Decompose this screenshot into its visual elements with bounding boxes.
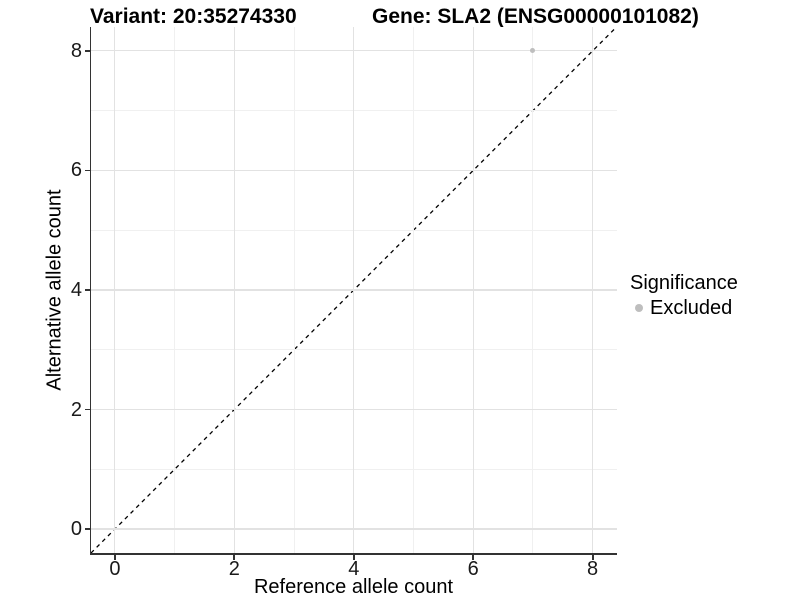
- legend: Significance Excluded: [630, 272, 738, 319]
- x-tick-label: 8: [587, 558, 599, 580]
- x-tick-mark: [591, 554, 594, 560]
- y-tick-mark: [84, 169, 90, 172]
- excluded-point-icon: [635, 304, 643, 312]
- x-tick-mark: [233, 554, 236, 560]
- y-major-gridline: [91, 50, 617, 52]
- y-major-gridline: [91, 528, 617, 530]
- y-major-gridline: [91, 289, 617, 291]
- y-major-gridline: [91, 408, 617, 411]
- x-tick-label: 6: [467, 558, 479, 580]
- gene-title: Gene: SLA2 (ENSG00000101082): [372, 5, 699, 28]
- y-tick-mark: [84, 408, 90, 411]
- y-tick-mark: [84, 528, 90, 530]
- x-axis-line: [89, 553, 617, 555]
- y-tick-mark: [84, 289, 90, 291]
- y-tick-label: 2: [70, 398, 82, 421]
- x-tick-mark: [472, 554, 475, 560]
- legend-item-excluded: Excluded: [630, 297, 738, 319]
- y-tick-mark: [84, 50, 90, 52]
- legend-title: Significance: [630, 272, 738, 294]
- x-tick-mark: [113, 554, 116, 560]
- x-tick-label: 2: [228, 558, 240, 580]
- x-axis-title: Reference allele count: [253, 576, 453, 598]
- plot-panel: [91, 27, 617, 553]
- y-axis-line: [89, 27, 92, 555]
- variant-title: Variant: 20:35274330: [90, 5, 297, 28]
- y-tick-label: 6: [70, 159, 82, 182]
- x-tick-label: 0: [109, 558, 121, 580]
- y-tick-label: 4: [70, 279, 82, 301]
- y-tick-label: 8: [70, 39, 82, 62]
- data-point: [530, 48, 536, 54]
- x-tick-label: 4: [348, 558, 360, 580]
- x-tick-mark: [352, 554, 355, 560]
- y-tick-label: 0: [70, 518, 82, 541]
- legend-item-label: Excluded: [650, 297, 733, 319]
- y-major-gridline: [91, 169, 617, 172]
